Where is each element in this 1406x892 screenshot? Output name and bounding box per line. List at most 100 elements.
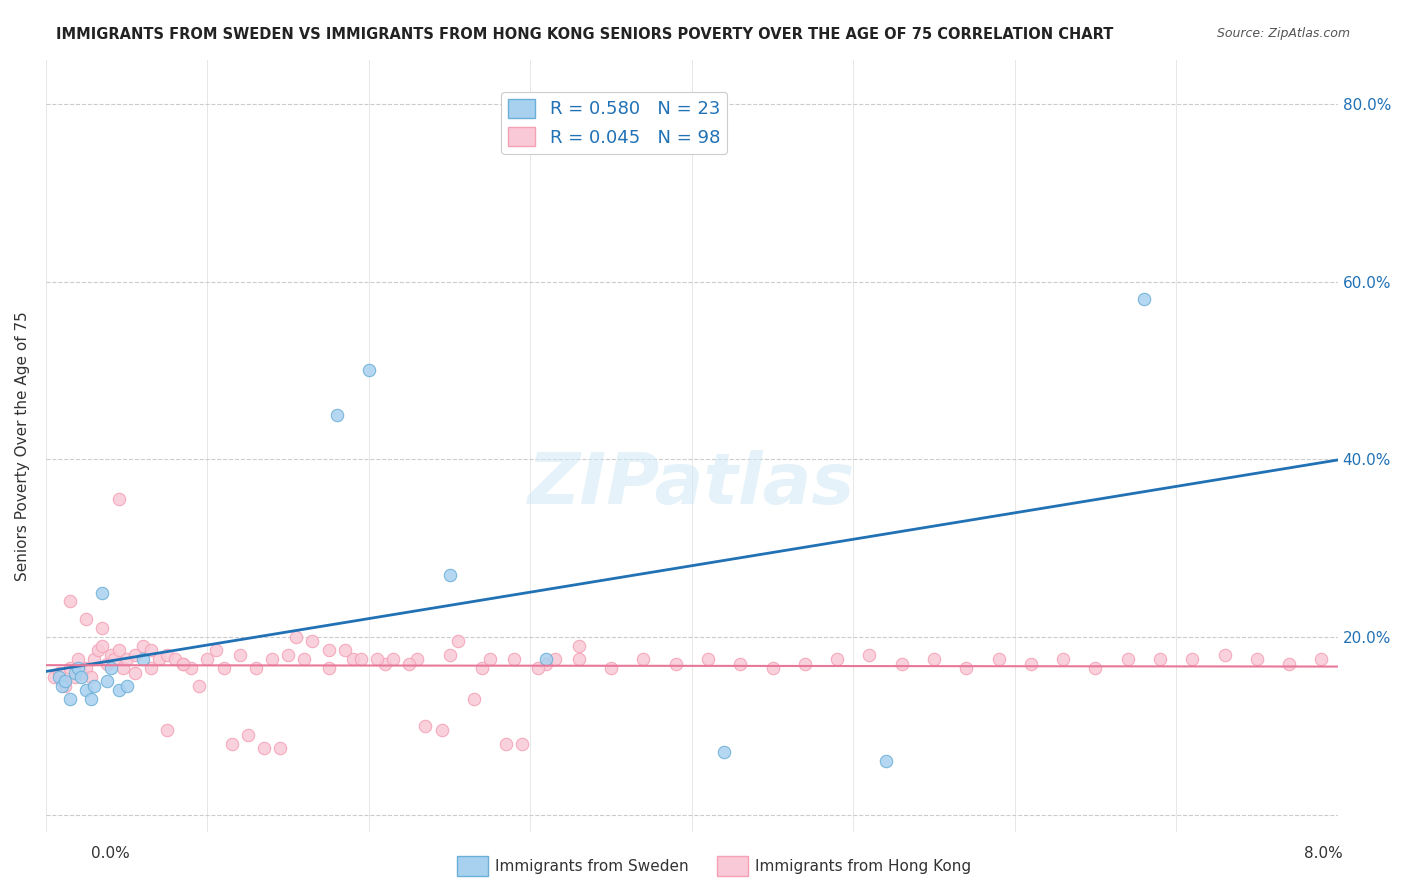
Point bbox=[165, 652, 187, 666]
Point bbox=[633, 652, 655, 666]
Point bbox=[253, 741, 276, 756]
Point bbox=[91, 639, 114, 653]
Point bbox=[1052, 652, 1074, 666]
Point bbox=[503, 652, 526, 666]
Point bbox=[156, 648, 179, 662]
Point bbox=[100, 648, 122, 662]
Point bbox=[80, 692, 103, 706]
Text: 0.0%: 0.0% bbox=[91, 846, 131, 861]
Point bbox=[228, 648, 250, 662]
Point bbox=[221, 737, 243, 751]
Point bbox=[51, 679, 73, 693]
Point bbox=[471, 661, 494, 675]
Point bbox=[536, 652, 558, 666]
Point bbox=[987, 652, 1010, 666]
Point bbox=[398, 657, 420, 671]
Point bbox=[48, 665, 70, 680]
Point bbox=[132, 639, 155, 653]
Point bbox=[439, 648, 461, 662]
Point bbox=[318, 661, 340, 675]
Point bbox=[527, 661, 550, 675]
Point bbox=[59, 661, 82, 675]
Point bbox=[342, 652, 364, 666]
Point bbox=[875, 755, 897, 769]
Point bbox=[63, 670, 86, 684]
Point bbox=[665, 657, 688, 671]
Point bbox=[132, 652, 155, 666]
Point bbox=[260, 652, 283, 666]
Point bbox=[96, 657, 118, 671]
Point bbox=[318, 643, 340, 657]
Point bbox=[415, 719, 437, 733]
Point bbox=[51, 674, 73, 689]
Point bbox=[382, 652, 405, 666]
Text: Immigrants from Hong Kong: Immigrants from Hong Kong bbox=[755, 859, 972, 873]
Text: IMMIGRANTS FROM SWEDEN VS IMMIGRANTS FROM HONG KONG SENIORS POVERTY OVER THE AGE: IMMIGRANTS FROM SWEDEN VS IMMIGRANTS FRO… bbox=[56, 27, 1114, 42]
Point bbox=[80, 670, 103, 684]
Point bbox=[447, 634, 470, 648]
Point bbox=[100, 661, 122, 675]
Point bbox=[91, 621, 114, 635]
Point bbox=[245, 661, 267, 675]
Point bbox=[495, 737, 517, 751]
Point bbox=[269, 741, 291, 756]
Point bbox=[568, 652, 591, 666]
Point bbox=[325, 408, 347, 422]
Point bbox=[172, 657, 194, 671]
Point bbox=[350, 652, 373, 666]
Point bbox=[75, 683, 97, 698]
Point bbox=[59, 594, 82, 608]
Point bbox=[713, 746, 735, 760]
Point bbox=[333, 643, 356, 657]
Point bbox=[70, 665, 93, 680]
Point bbox=[63, 665, 86, 680]
Point bbox=[53, 674, 76, 689]
Point bbox=[922, 652, 945, 666]
Point bbox=[1213, 648, 1236, 662]
Point bbox=[406, 652, 429, 666]
Point bbox=[139, 661, 162, 675]
Point bbox=[697, 652, 720, 666]
Point bbox=[1019, 657, 1042, 671]
Point bbox=[510, 737, 533, 751]
Text: Source: ZipAtlas.com: Source: ZipAtlas.com bbox=[1216, 27, 1350, 40]
Point bbox=[543, 652, 565, 666]
Point bbox=[890, 657, 912, 671]
Point bbox=[1149, 652, 1171, 666]
Point bbox=[301, 634, 323, 648]
Point bbox=[1133, 293, 1156, 307]
Point bbox=[197, 652, 219, 666]
Point bbox=[112, 661, 135, 675]
Point bbox=[96, 674, 118, 689]
Y-axis label: Seniors Poverty Over the Age of 75: Seniors Poverty Over the Age of 75 bbox=[15, 311, 30, 581]
Point bbox=[115, 679, 138, 693]
Point bbox=[70, 670, 93, 684]
Point bbox=[858, 648, 880, 662]
Point bbox=[59, 692, 82, 706]
Point bbox=[103, 652, 125, 666]
Point bbox=[955, 661, 977, 675]
Point bbox=[204, 643, 226, 657]
Point bbox=[292, 652, 315, 666]
Legend: R = 0.580   N = 23, R = 0.045   N = 98: R = 0.580 N = 23, R = 0.045 N = 98 bbox=[501, 92, 727, 154]
Point bbox=[374, 657, 396, 671]
Point bbox=[48, 670, 70, 684]
Point bbox=[1116, 652, 1139, 666]
Point bbox=[1310, 652, 1333, 666]
Point bbox=[825, 652, 848, 666]
Point bbox=[139, 643, 162, 657]
Point bbox=[463, 692, 485, 706]
Point bbox=[357, 363, 380, 377]
Point bbox=[188, 679, 211, 693]
Point bbox=[1278, 657, 1301, 671]
Point bbox=[107, 683, 129, 698]
Point bbox=[180, 661, 202, 675]
Text: ZIPatlas: ZIPatlas bbox=[529, 450, 855, 519]
Point bbox=[439, 567, 461, 582]
Point bbox=[107, 492, 129, 507]
Point bbox=[478, 652, 501, 666]
Point bbox=[124, 648, 146, 662]
Point bbox=[67, 652, 90, 666]
Point bbox=[53, 679, 76, 693]
Text: 8.0%: 8.0% bbox=[1303, 846, 1343, 861]
